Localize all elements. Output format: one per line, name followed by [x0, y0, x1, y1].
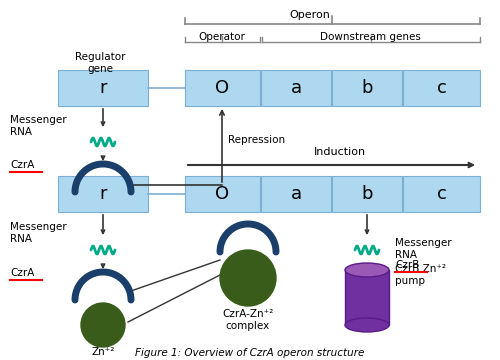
Text: Operon: Operon [290, 10, 331, 20]
Bar [403, 176, 480, 212]
Bar [332, 176, 402, 212]
Text: Messenger
RNA: Messenger RNA [395, 238, 452, 260]
Text: CzrB: CzrB [395, 260, 419, 270]
Bar [345, 270, 389, 325]
Text: a: a [290, 185, 302, 203]
Circle shape [81, 303, 125, 347]
Text: CzrB Zn⁺²
pump: CzrB Zn⁺² pump [395, 264, 446, 286]
Text: Operator: Operator [198, 32, 246, 42]
Text: CzrA: CzrA [10, 268, 34, 278]
Circle shape [220, 250, 276, 306]
Text: b: b [361, 185, 373, 203]
Bar [58, 176, 148, 212]
Text: Downstream genes: Downstream genes [320, 32, 420, 42]
Text: Zn⁺²: Zn⁺² [92, 347, 114, 357]
Text: Messenger
RNA: Messenger RNA [10, 115, 66, 136]
Text: O: O [216, 79, 230, 97]
Text: Regulator
gene: Regulator gene [75, 52, 125, 73]
Bar [185, 70, 260, 106]
Text: Messenger
RNA: Messenger RNA [10, 222, 66, 244]
Text: r: r [99, 79, 107, 97]
Ellipse shape [345, 318, 389, 332]
Text: a: a [290, 79, 302, 97]
Text: r: r [99, 185, 107, 203]
Text: Repression: Repression [228, 135, 285, 145]
Text: CzrA: CzrA [10, 160, 34, 170]
Ellipse shape [345, 263, 389, 277]
Text: O: O [216, 185, 230, 203]
Text: CzrA-Zn⁺²
complex: CzrA-Zn⁺² complex [222, 309, 274, 331]
Bar [261, 70, 331, 106]
Text: b: b [361, 79, 373, 97]
Text: c: c [436, 185, 446, 203]
Bar [185, 176, 260, 212]
Text: Figure 1: Overview of CzrA operon structure: Figure 1: Overview of CzrA operon struct… [136, 348, 364, 358]
Bar [58, 70, 148, 106]
Bar [332, 70, 402, 106]
Text: Induction: Induction [314, 147, 366, 157]
Bar [261, 176, 331, 212]
Bar [403, 70, 480, 106]
Text: c: c [436, 79, 446, 97]
